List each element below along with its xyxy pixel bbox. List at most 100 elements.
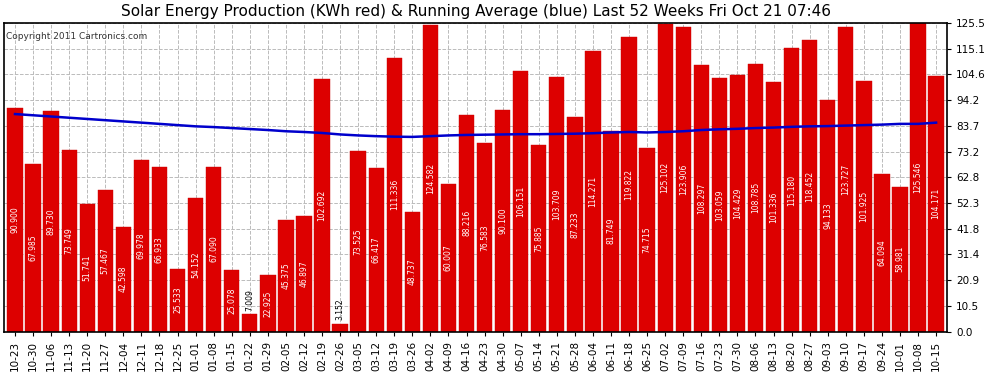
Text: 54.152: 54.152 bbox=[191, 252, 200, 278]
Text: 73.749: 73.749 bbox=[64, 228, 73, 254]
Bar bbox=[513, 70, 529, 332]
Bar bbox=[405, 212, 420, 332]
Text: 114.271: 114.271 bbox=[588, 176, 597, 207]
Bar bbox=[116, 227, 131, 332]
Bar bbox=[549, 76, 564, 332]
Bar bbox=[911, 23, 926, 332]
Text: 108.297: 108.297 bbox=[697, 183, 706, 214]
Bar bbox=[206, 166, 222, 332]
Bar bbox=[387, 58, 402, 332]
Bar bbox=[224, 270, 240, 332]
Text: 25.533: 25.533 bbox=[173, 287, 182, 314]
Text: 108.785: 108.785 bbox=[751, 182, 760, 213]
Text: 106.151: 106.151 bbox=[516, 186, 526, 217]
Text: 94.133: 94.133 bbox=[824, 202, 833, 229]
Bar bbox=[458, 115, 474, 332]
Bar bbox=[640, 148, 654, 332]
Text: 103.059: 103.059 bbox=[715, 189, 724, 220]
Text: 7.009: 7.009 bbox=[246, 289, 254, 310]
Text: 123.727: 123.727 bbox=[842, 164, 850, 195]
Text: 101.336: 101.336 bbox=[769, 191, 778, 223]
Bar bbox=[747, 64, 763, 332]
Bar bbox=[892, 187, 908, 332]
Bar bbox=[98, 190, 113, 332]
Text: 64.094: 64.094 bbox=[877, 239, 886, 266]
Text: 115.180: 115.180 bbox=[787, 174, 796, 206]
Bar bbox=[260, 275, 275, 332]
Text: 103.709: 103.709 bbox=[552, 188, 561, 220]
Text: 90.900: 90.900 bbox=[11, 207, 20, 233]
Bar bbox=[603, 130, 619, 332]
Text: 69.978: 69.978 bbox=[137, 232, 146, 259]
Text: 22.925: 22.925 bbox=[263, 290, 272, 316]
Text: 66.417: 66.417 bbox=[371, 237, 381, 263]
Bar bbox=[730, 75, 745, 332]
Text: 75.885: 75.885 bbox=[535, 225, 544, 252]
Bar bbox=[531, 145, 546, 332]
Bar bbox=[802, 40, 818, 332]
Bar bbox=[61, 150, 77, 332]
Bar bbox=[188, 198, 203, 332]
Text: 74.715: 74.715 bbox=[643, 226, 651, 253]
Bar bbox=[874, 174, 890, 332]
Text: 125.102: 125.102 bbox=[660, 162, 669, 194]
Bar bbox=[675, 27, 691, 332]
Text: 88.216: 88.216 bbox=[462, 210, 471, 236]
Bar bbox=[79, 204, 95, 332]
Text: 104.171: 104.171 bbox=[932, 188, 940, 219]
Bar bbox=[333, 324, 347, 332]
Bar bbox=[657, 24, 673, 332]
Bar bbox=[278, 220, 294, 332]
Bar bbox=[423, 26, 438, 332]
Text: 45.375: 45.375 bbox=[281, 262, 290, 289]
Bar bbox=[26, 165, 41, 332]
Bar bbox=[296, 216, 312, 332]
Title: Solar Energy Production (KWh red) & Running Average (blue) Last 52 Weeks Fri Oct: Solar Energy Production (KWh red) & Runn… bbox=[121, 4, 831, 19]
Text: 51.741: 51.741 bbox=[83, 255, 92, 281]
Text: 81.749: 81.749 bbox=[607, 218, 616, 244]
Text: 67.985: 67.985 bbox=[29, 235, 38, 261]
Text: 87.233: 87.233 bbox=[570, 211, 579, 238]
Bar bbox=[350, 151, 366, 332]
Bar bbox=[567, 117, 582, 332]
Bar bbox=[441, 184, 456, 332]
Bar bbox=[151, 167, 167, 332]
Bar bbox=[477, 143, 492, 332]
Bar bbox=[495, 110, 510, 332]
Bar bbox=[170, 269, 185, 332]
Text: 48.737: 48.737 bbox=[408, 258, 417, 285]
Text: 60.007: 60.007 bbox=[444, 244, 453, 271]
Bar bbox=[368, 168, 384, 332]
Text: 89.730: 89.730 bbox=[47, 208, 55, 235]
Bar bbox=[315, 79, 330, 332]
Bar bbox=[766, 82, 781, 332]
Bar bbox=[694, 65, 709, 332]
Text: 90.100: 90.100 bbox=[498, 207, 507, 234]
Text: 111.336: 111.336 bbox=[390, 179, 399, 210]
Text: 42.598: 42.598 bbox=[119, 266, 128, 292]
Bar bbox=[44, 111, 58, 332]
Bar bbox=[929, 75, 943, 332]
Bar bbox=[856, 81, 871, 332]
Text: 119.822: 119.822 bbox=[625, 169, 634, 200]
Text: 25.078: 25.078 bbox=[228, 288, 237, 314]
Text: 118.452: 118.452 bbox=[805, 170, 814, 201]
Text: 46.897: 46.897 bbox=[299, 261, 309, 287]
Text: 67.090: 67.090 bbox=[209, 236, 218, 262]
Text: 123.906: 123.906 bbox=[679, 164, 688, 195]
Text: 101.925: 101.925 bbox=[859, 190, 868, 222]
Text: 3.152: 3.152 bbox=[336, 298, 345, 320]
Text: Copyright 2011 Cartronics.com: Copyright 2011 Cartronics.com bbox=[6, 32, 148, 41]
Text: 76.583: 76.583 bbox=[480, 224, 489, 251]
Text: 102.692: 102.692 bbox=[318, 190, 327, 221]
Text: 66.933: 66.933 bbox=[155, 236, 164, 262]
Text: 104.429: 104.429 bbox=[733, 188, 742, 219]
Text: 73.525: 73.525 bbox=[353, 228, 362, 255]
Bar bbox=[7, 108, 23, 332]
Bar bbox=[243, 314, 257, 332]
Bar bbox=[839, 27, 853, 332]
Bar bbox=[622, 37, 637, 332]
Text: 57.467: 57.467 bbox=[101, 248, 110, 274]
Bar bbox=[585, 51, 601, 332]
Bar bbox=[820, 100, 836, 332]
